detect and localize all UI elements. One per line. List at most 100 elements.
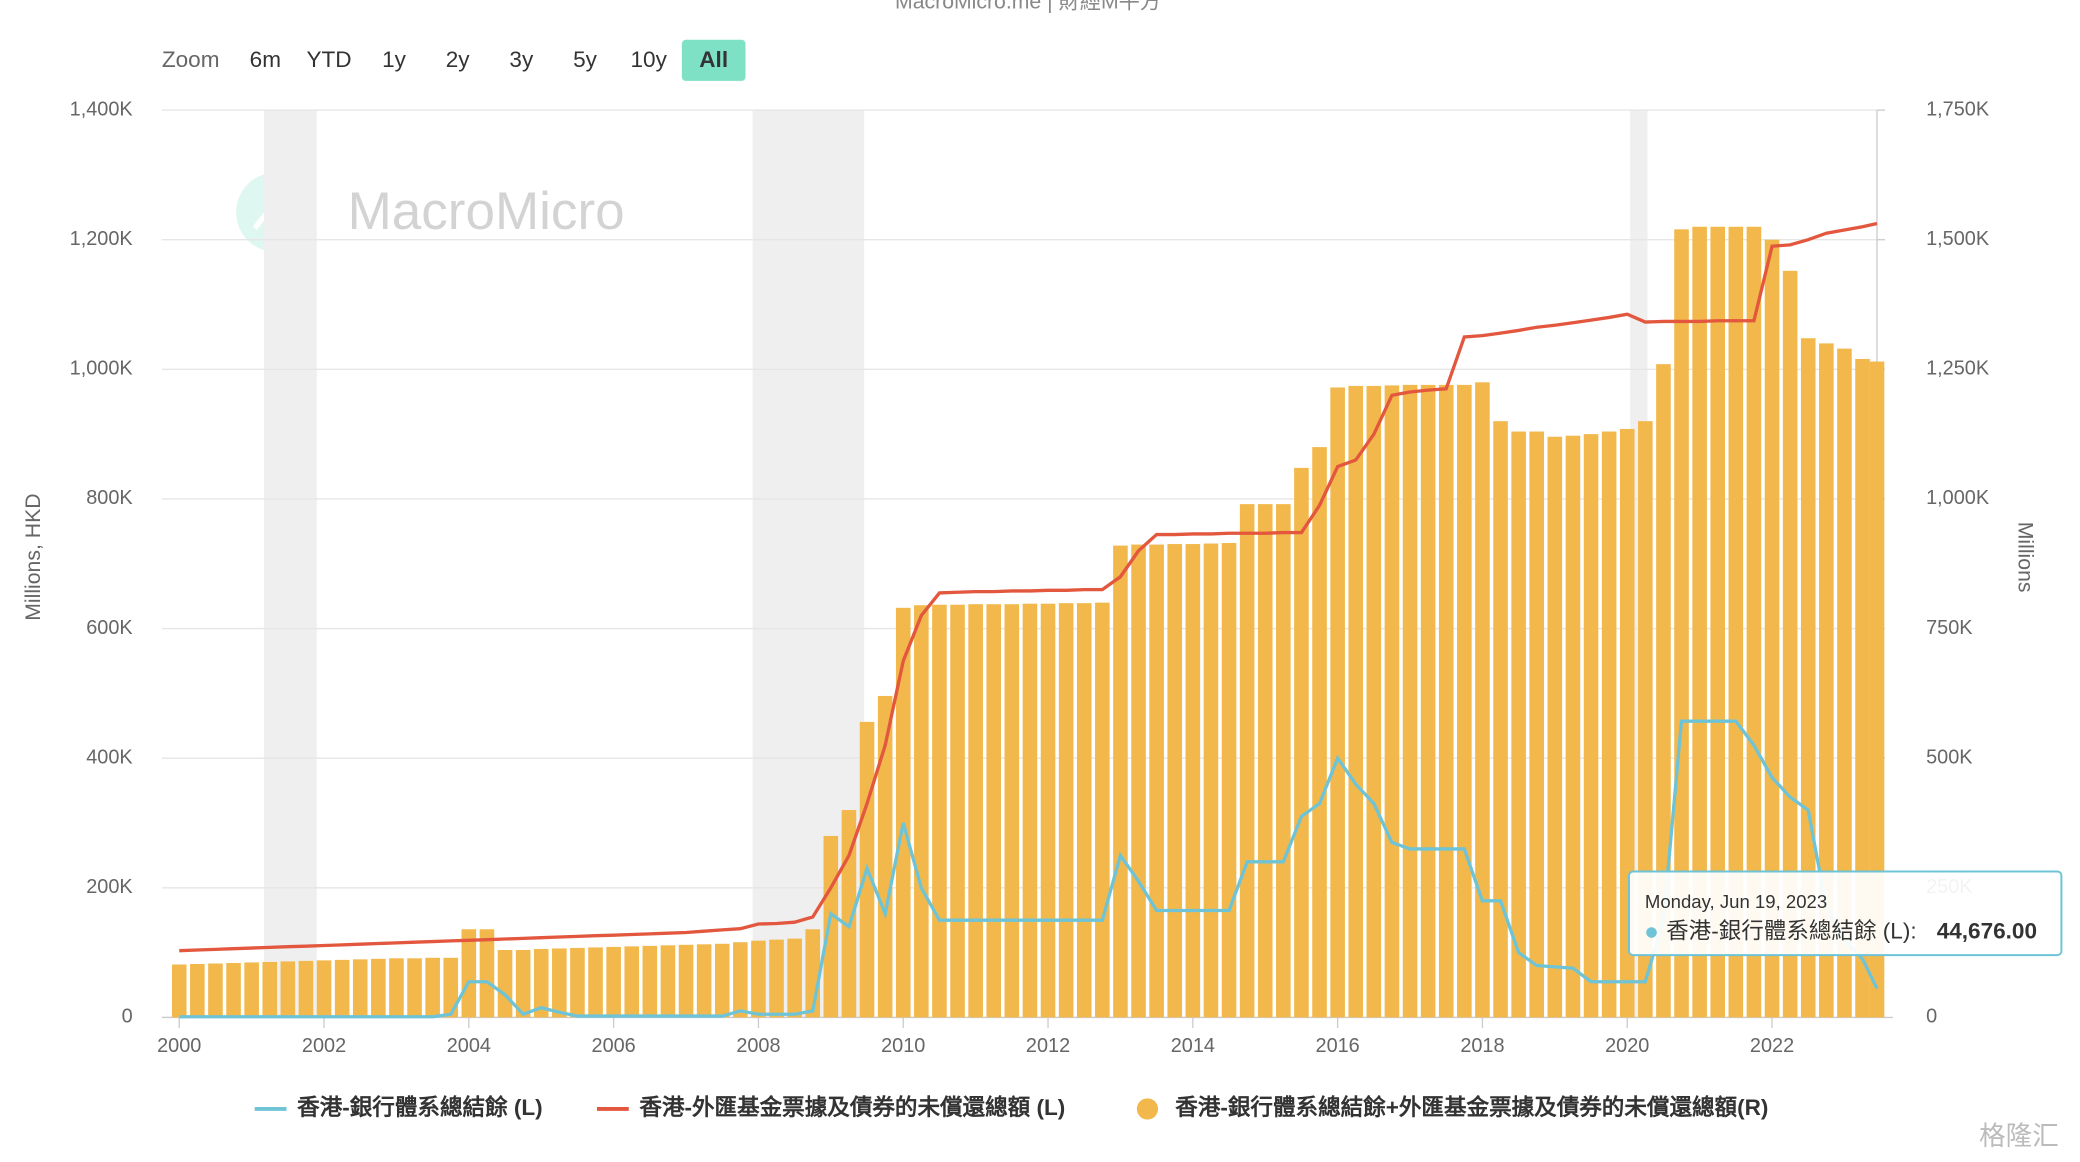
bar <box>1022 603 1038 1018</box>
bar <box>1185 544 1201 1018</box>
bar <box>1547 436 1563 1018</box>
bar <box>280 961 296 1018</box>
bar <box>171 964 187 1018</box>
bar <box>1420 384 1436 1018</box>
bar <box>244 962 259 1018</box>
bar <box>515 950 531 1018</box>
bar <box>1257 504 1273 1018</box>
bar <box>1149 544 1164 1018</box>
x-tick-label: 2022 <box>1750 1035 1794 1057</box>
bar <box>1348 385 1364 1018</box>
bar <box>642 945 658 1018</box>
zoom-button[interactable]: 2y <box>446 47 471 72</box>
zoom-label: Zoom <box>162 47 220 72</box>
bar <box>461 929 477 1018</box>
legend-symbol[interactable] <box>1136 1098 1159 1120</box>
legend-label[interactable]: 香港-外匯基金票據及債券的未償還總額 (L) <box>639 1094 1065 1120</box>
x-tick-label: 2000 <box>157 1035 201 1057</box>
corner-watermark: 格隆汇 <box>1979 1121 2059 1151</box>
bar <box>1529 431 1545 1018</box>
legend-label[interactable]: 香港-銀行體系總結餘+外匯基金票據及債券的未償還總額(R) <box>1175 1094 1768 1120</box>
bar <box>968 604 983 1018</box>
bar <box>1239 504 1255 1018</box>
zoom-button[interactable]: 5y <box>573 47 598 72</box>
bar <box>1276 504 1291 1018</box>
bar <box>1058 603 1074 1018</box>
bar <box>352 959 368 1018</box>
bar <box>932 604 947 1018</box>
y-tick-label: 1,000K <box>70 358 134 380</box>
bar <box>1076 603 1092 1018</box>
bar <box>1746 226 1762 1018</box>
legend-label[interactable]: 香港-銀行體系總結餘 (L) <box>297 1094 542 1120</box>
bar <box>1619 428 1635 1018</box>
bar <box>389 958 404 1018</box>
zoom-button[interactable]: 3y <box>509 47 534 72</box>
y-tick-label: 1,200K <box>70 228 134 250</box>
bar <box>606 946 621 1018</box>
bar <box>1312 447 1327 1018</box>
bar <box>497 950 513 1018</box>
bar <box>714 943 730 1018</box>
bar <box>823 835 839 1018</box>
tooltip-text: 香港-銀行體系總結餘 (L): <box>1666 918 1917 943</box>
bar <box>1764 239 1780 1018</box>
bar <box>1384 385 1400 1018</box>
bar <box>1692 226 1707 1018</box>
x-tick-label: 2012 <box>1026 1035 1070 1057</box>
bar <box>877 695 893 1018</box>
bar <box>298 960 314 1018</box>
bar <box>660 945 676 1018</box>
y2-axis-title: Millions <box>2014 522 2037 593</box>
zoom-button[interactable]: 6m <box>250 47 281 72</box>
bar <box>1583 434 1599 1018</box>
bar <box>1819 343 1834 1018</box>
bar <box>1457 384 1472 1018</box>
bar <box>1131 544 1146 1018</box>
y2-tick-label: 1,500K <box>1926 228 1990 250</box>
y2-tick-label: 0 <box>1926 1006 1937 1028</box>
x-tick-label: 2006 <box>592 1035 636 1057</box>
zoom-button-bg[interactable] <box>681 39 746 81</box>
bar <box>190 964 205 1018</box>
bar <box>407 958 422 1018</box>
zoom-button[interactable]: All <box>699 47 728 72</box>
zoom-button[interactable]: 1y <box>382 47 407 72</box>
zoom-button[interactable]: 10y <box>631 47 668 72</box>
bar <box>1869 361 1885 1018</box>
x-tick-label: 2004 <box>447 1035 491 1057</box>
bar <box>371 958 386 1018</box>
line <box>179 719 1879 1019</box>
bar <box>552 948 567 1018</box>
tooltip: Monday, Jun 19, 2023 香港-銀行體系總結餘 (L): 44,67… <box>1627 870 2063 957</box>
bar <box>751 940 766 1018</box>
zoom-button[interactable]: YTD <box>306 47 351 72</box>
bar <box>570 947 585 1018</box>
y2-tick-label: 1,000K <box>1926 487 1990 509</box>
bar <box>1095 602 1110 1018</box>
bar <box>1601 431 1617 1018</box>
bar <box>1837 348 1852 1018</box>
y-tick-label: 200K <box>86 876 133 898</box>
bar <box>1728 226 1744 1018</box>
y-tick-label: 600K <box>86 617 133 639</box>
x-tick-label: 2008 <box>736 1035 780 1057</box>
tooltip-dot <box>1646 927 1657 938</box>
bar <box>1638 421 1653 1018</box>
bar <box>1366 385 1382 1018</box>
tooltip-value: 44,676.00 <box>1937 918 2037 943</box>
bar <box>208 963 223 1018</box>
bar <box>914 605 929 1018</box>
y2-tick-label: 500K <box>1926 746 1973 768</box>
bar <box>479 929 495 1018</box>
bar <box>986 604 1002 1018</box>
bar <box>696 944 712 1018</box>
y2-tick-label: 750K <box>1926 617 1973 639</box>
bar <box>1511 431 1526 1018</box>
bar <box>733 942 748 1018</box>
x-tick-label: 2018 <box>1460 1035 1504 1057</box>
bar <box>588 947 603 1018</box>
bar <box>425 957 440 1018</box>
bar <box>1493 421 1508 1018</box>
